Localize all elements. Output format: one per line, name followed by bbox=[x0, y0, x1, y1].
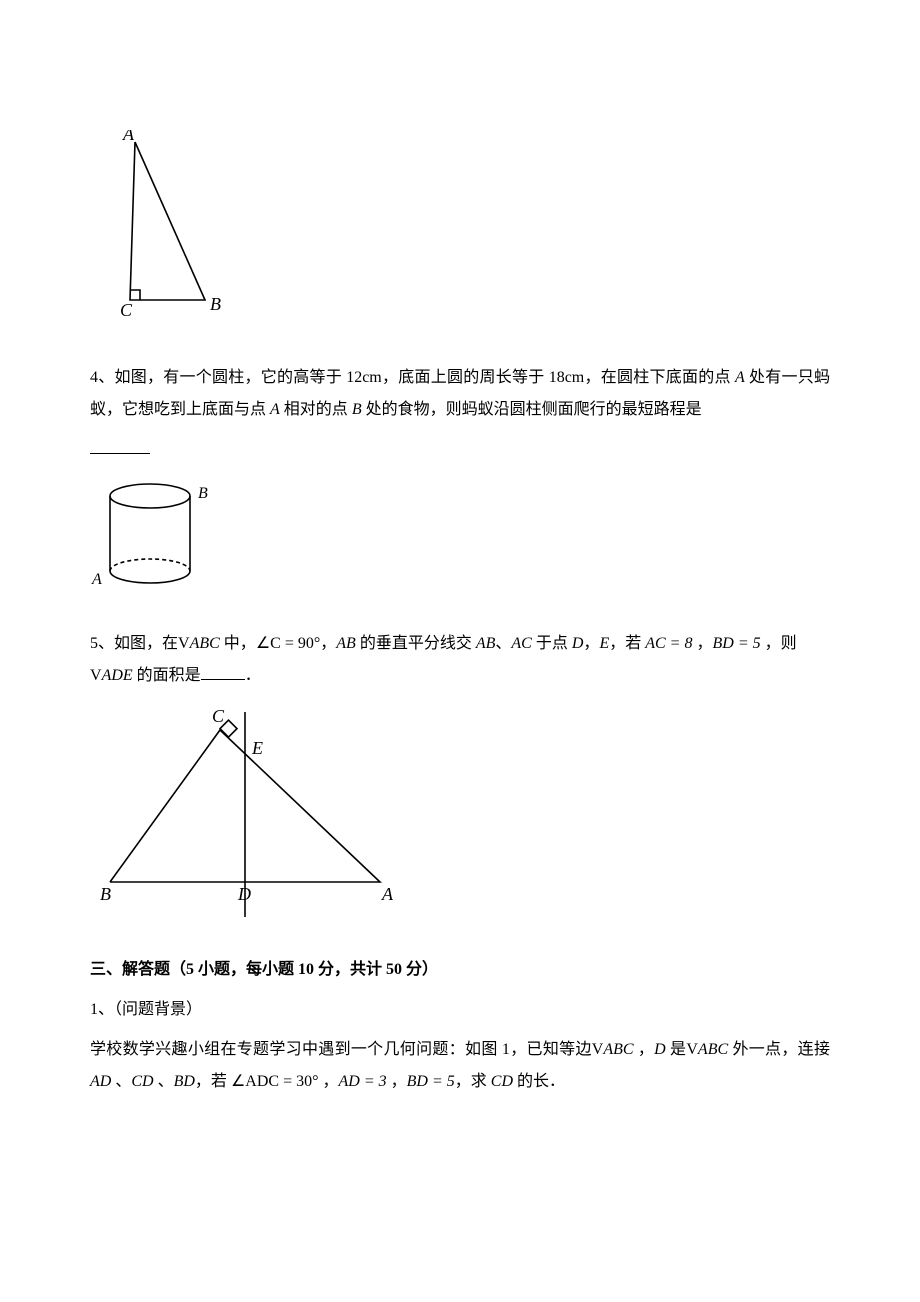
q1-p1d: 外一点，连接 bbox=[728, 1041, 830, 1058]
q1-p1b: ， bbox=[634, 1041, 655, 1058]
cyl-label-B: B bbox=[198, 485, 208, 502]
q4-A2: A bbox=[270, 401, 280, 418]
q1-p2c: 的长． bbox=[513, 1073, 565, 1090]
f3-label-A: A bbox=[381, 884, 394, 904]
figure-triangle-bca-perp: B A C D E bbox=[90, 702, 830, 934]
q1-tri2: V bbox=[686, 1041, 698, 1058]
q5-p3a: ， bbox=[320, 635, 336, 652]
question-4: 4、如图，有一个圆柱，它的高等于 12cm，底面上圆的周长等于 18cm，在圆柱… bbox=[90, 362, 830, 426]
q1-label: 1、（问题背景） bbox=[90, 994, 830, 1026]
q1-abc2: ABC bbox=[698, 1041, 728, 1058]
label-C: C bbox=[120, 300, 133, 320]
page: A B C 4、如图，有一个圆柱，它的高等于 12cm，底面上圆的周长等于 18… bbox=[0, 0, 920, 1302]
q5-ac-eq: AC = 8 bbox=[645, 635, 692, 652]
q1-abc: ABC bbox=[603, 1041, 633, 1058]
q4-text-4: 处的食物，则蚂蚁沿圆柱侧面爬行的最短路程是 bbox=[362, 401, 702, 418]
q5-angle: ∠C = 90° bbox=[256, 635, 320, 652]
q1-bd-eq: BD = 5 bbox=[407, 1073, 455, 1090]
figure-cylinder: A B bbox=[90, 476, 830, 608]
q1-tri: V bbox=[592, 1041, 604, 1058]
q1-AD: AD bbox=[90, 1073, 111, 1090]
q5-p1: 5、如图，在 bbox=[90, 635, 178, 652]
q5-bd-eq: BD = 5 bbox=[713, 635, 761, 652]
q5-E: E bbox=[599, 635, 609, 652]
q5-p6: ，若 bbox=[609, 635, 645, 652]
q1-p2a: ，若 bbox=[195, 1073, 231, 1090]
q4-blank bbox=[90, 437, 150, 454]
q5-p2: 中， bbox=[220, 635, 256, 652]
label-A: A bbox=[122, 130, 135, 144]
f3-label-B: B bbox=[100, 884, 111, 904]
q1-p2b: ，求 bbox=[455, 1073, 491, 1090]
q1-p1a: 学校数学兴趣小组在专题学习中遇到一个几何问题：如图 1，已知等边 bbox=[90, 1041, 592, 1058]
q1-cd2: CD bbox=[491, 1073, 513, 1090]
q5-ade: ADE bbox=[102, 667, 133, 684]
q1-CD: CD bbox=[131, 1073, 153, 1090]
q1-ad-eq: AD = 3 bbox=[339, 1073, 387, 1090]
f3-label-E: E bbox=[251, 738, 263, 758]
section-3-title: 三、解答题（5 小题，每小题 10 分，共计 50 分） bbox=[90, 954, 830, 986]
q1-angle: ∠ADC = 30° bbox=[231, 1073, 319, 1090]
q5-tri2: V bbox=[90, 667, 102, 684]
q5-ac: AC bbox=[511, 635, 531, 652]
q5-blank bbox=[201, 663, 245, 680]
q5-D: D bbox=[572, 635, 584, 652]
q5-ab2: AB bbox=[476, 635, 496, 652]
q5-p8: 的面积是 bbox=[133, 667, 201, 684]
q5-period: ． bbox=[245, 667, 261, 684]
q5-abc: ABC bbox=[190, 635, 220, 652]
q4-blank-line bbox=[90, 434, 830, 466]
q1-body: 学校数学兴趣小组在专题学习中遇到一个几何问题：如图 1，已知等边VABC ，D … bbox=[90, 1034, 830, 1098]
q4-B: B bbox=[352, 401, 362, 418]
q4-text-1: 4、如图，有一个圆柱，它的高等于 12cm，底面上圆的周长等于 18cm，在圆柱… bbox=[90, 369, 735, 386]
f3-label-D: D bbox=[237, 884, 251, 904]
figure-triangle-acb: A B C bbox=[90, 130, 830, 342]
q5-p7: ，则 bbox=[765, 635, 797, 652]
label-B: B bbox=[210, 294, 221, 314]
q5-tri1: V bbox=[178, 635, 190, 652]
cyl-label-A: A bbox=[91, 571, 102, 588]
q1-D: D bbox=[654, 1041, 666, 1058]
q1-p1c: 是 bbox=[666, 1041, 687, 1058]
q5-p4: 的垂直平分线交 bbox=[356, 635, 476, 652]
q1-BD: BD bbox=[174, 1073, 195, 1090]
q4-text-3: 相对的点 bbox=[280, 401, 352, 418]
question-5: 5、如图，在VABC 中，∠C = 90°，AB 的垂直平分线交 AB、AC 于… bbox=[90, 628, 830, 692]
q5-p5: 于点 bbox=[532, 635, 572, 652]
q5-ab: AB bbox=[336, 635, 356, 652]
q4-A: A bbox=[735, 369, 745, 386]
f3-label-C: C bbox=[212, 706, 225, 726]
